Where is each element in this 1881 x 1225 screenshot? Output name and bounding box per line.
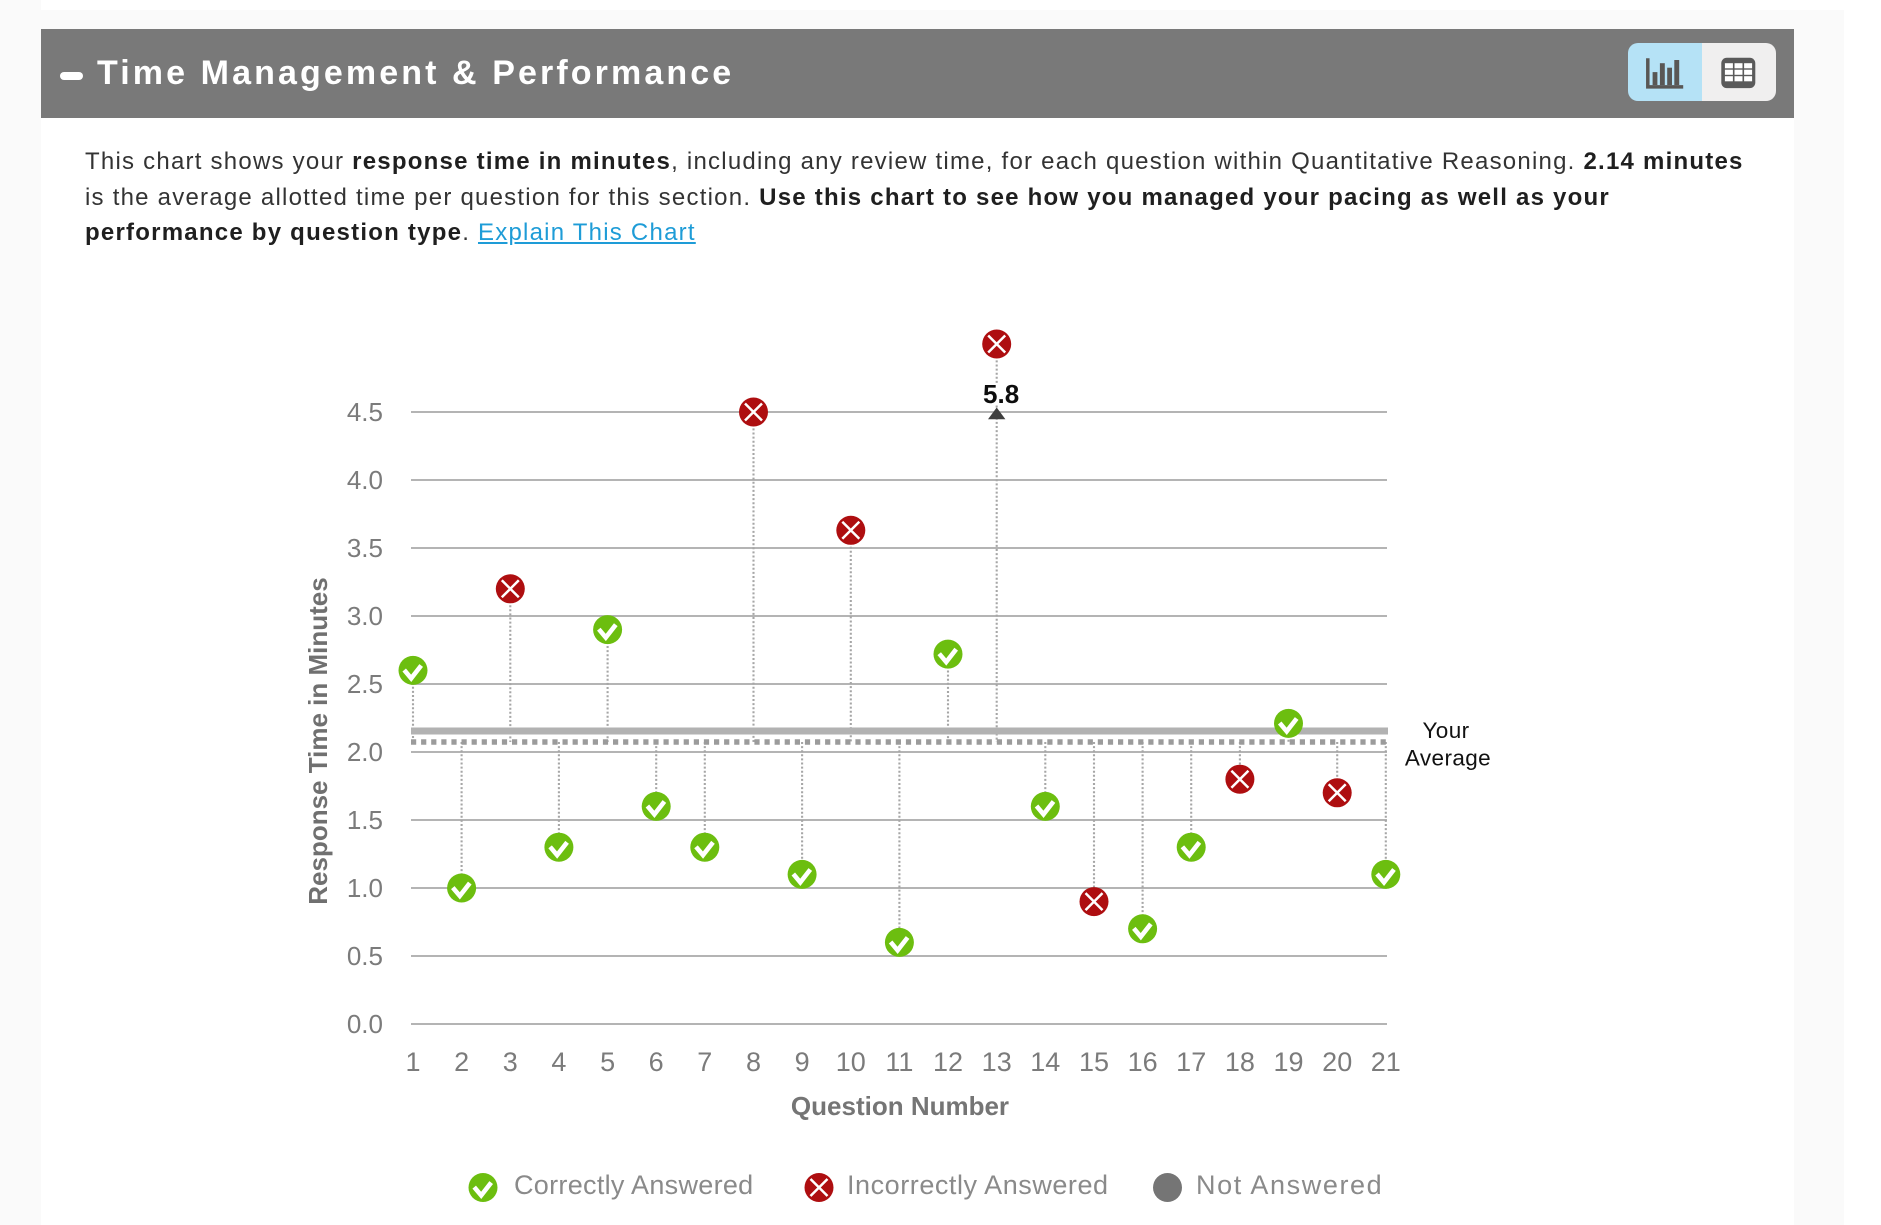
svg-text:10: 10 — [836, 1047, 866, 1077]
svg-text:4: 4 — [551, 1047, 566, 1077]
svg-text:6: 6 — [649, 1047, 664, 1077]
svg-text:12: 12 — [933, 1047, 963, 1077]
svg-text:3.5: 3.5 — [347, 533, 383, 563]
svg-text:Response Time in Minutes: Response Time in Minutes — [303, 577, 333, 904]
svg-text:Question Number: Question Number — [791, 1091, 1009, 1121]
svg-text:5: 5 — [600, 1047, 615, 1077]
svg-text:Incorrectly Answered: Incorrectly Answered — [847, 1170, 1109, 1200]
svg-text:21: 21 — [1371, 1047, 1401, 1077]
svg-text:0.5: 0.5 — [347, 941, 383, 971]
svg-text:7: 7 — [697, 1047, 712, 1077]
svg-text:Correctly Answered: Correctly Answered — [514, 1170, 754, 1200]
svg-text:2.5: 2.5 — [347, 669, 383, 699]
svg-text:13: 13 — [982, 1047, 1012, 1077]
svg-text:3.0: 3.0 — [347, 601, 383, 631]
svg-text:3: 3 — [503, 1047, 518, 1077]
svg-text:8: 8 — [746, 1047, 761, 1077]
svg-text:20: 20 — [1322, 1047, 1352, 1077]
svg-text:4.5: 4.5 — [347, 397, 383, 427]
svg-text:1.0: 1.0 — [347, 873, 383, 903]
svg-text:2.0: 2.0 — [347, 737, 383, 767]
svg-text:19: 19 — [1273, 1047, 1303, 1077]
svg-text:4.0: 4.0 — [347, 465, 383, 495]
svg-text:Your: Your — [1422, 718, 1469, 743]
svg-text:18: 18 — [1225, 1047, 1255, 1077]
svg-text:15: 15 — [1079, 1047, 1109, 1077]
svg-text:0.0: 0.0 — [347, 1009, 383, 1039]
svg-text:1: 1 — [405, 1047, 420, 1077]
svg-text:5.8: 5.8 — [983, 379, 1019, 409]
svg-text:9: 9 — [795, 1047, 810, 1077]
svg-text:Average: Average — [1405, 746, 1491, 771]
svg-text:2: 2 — [454, 1047, 469, 1077]
svg-text:Not Answered: Not Answered — [1196, 1170, 1383, 1200]
svg-text:17: 17 — [1176, 1047, 1206, 1077]
svg-text:14: 14 — [1030, 1047, 1060, 1077]
svg-text:16: 16 — [1128, 1047, 1158, 1077]
svg-text:11: 11 — [885, 1047, 913, 1077]
svg-text:1.5: 1.5 — [347, 805, 383, 835]
